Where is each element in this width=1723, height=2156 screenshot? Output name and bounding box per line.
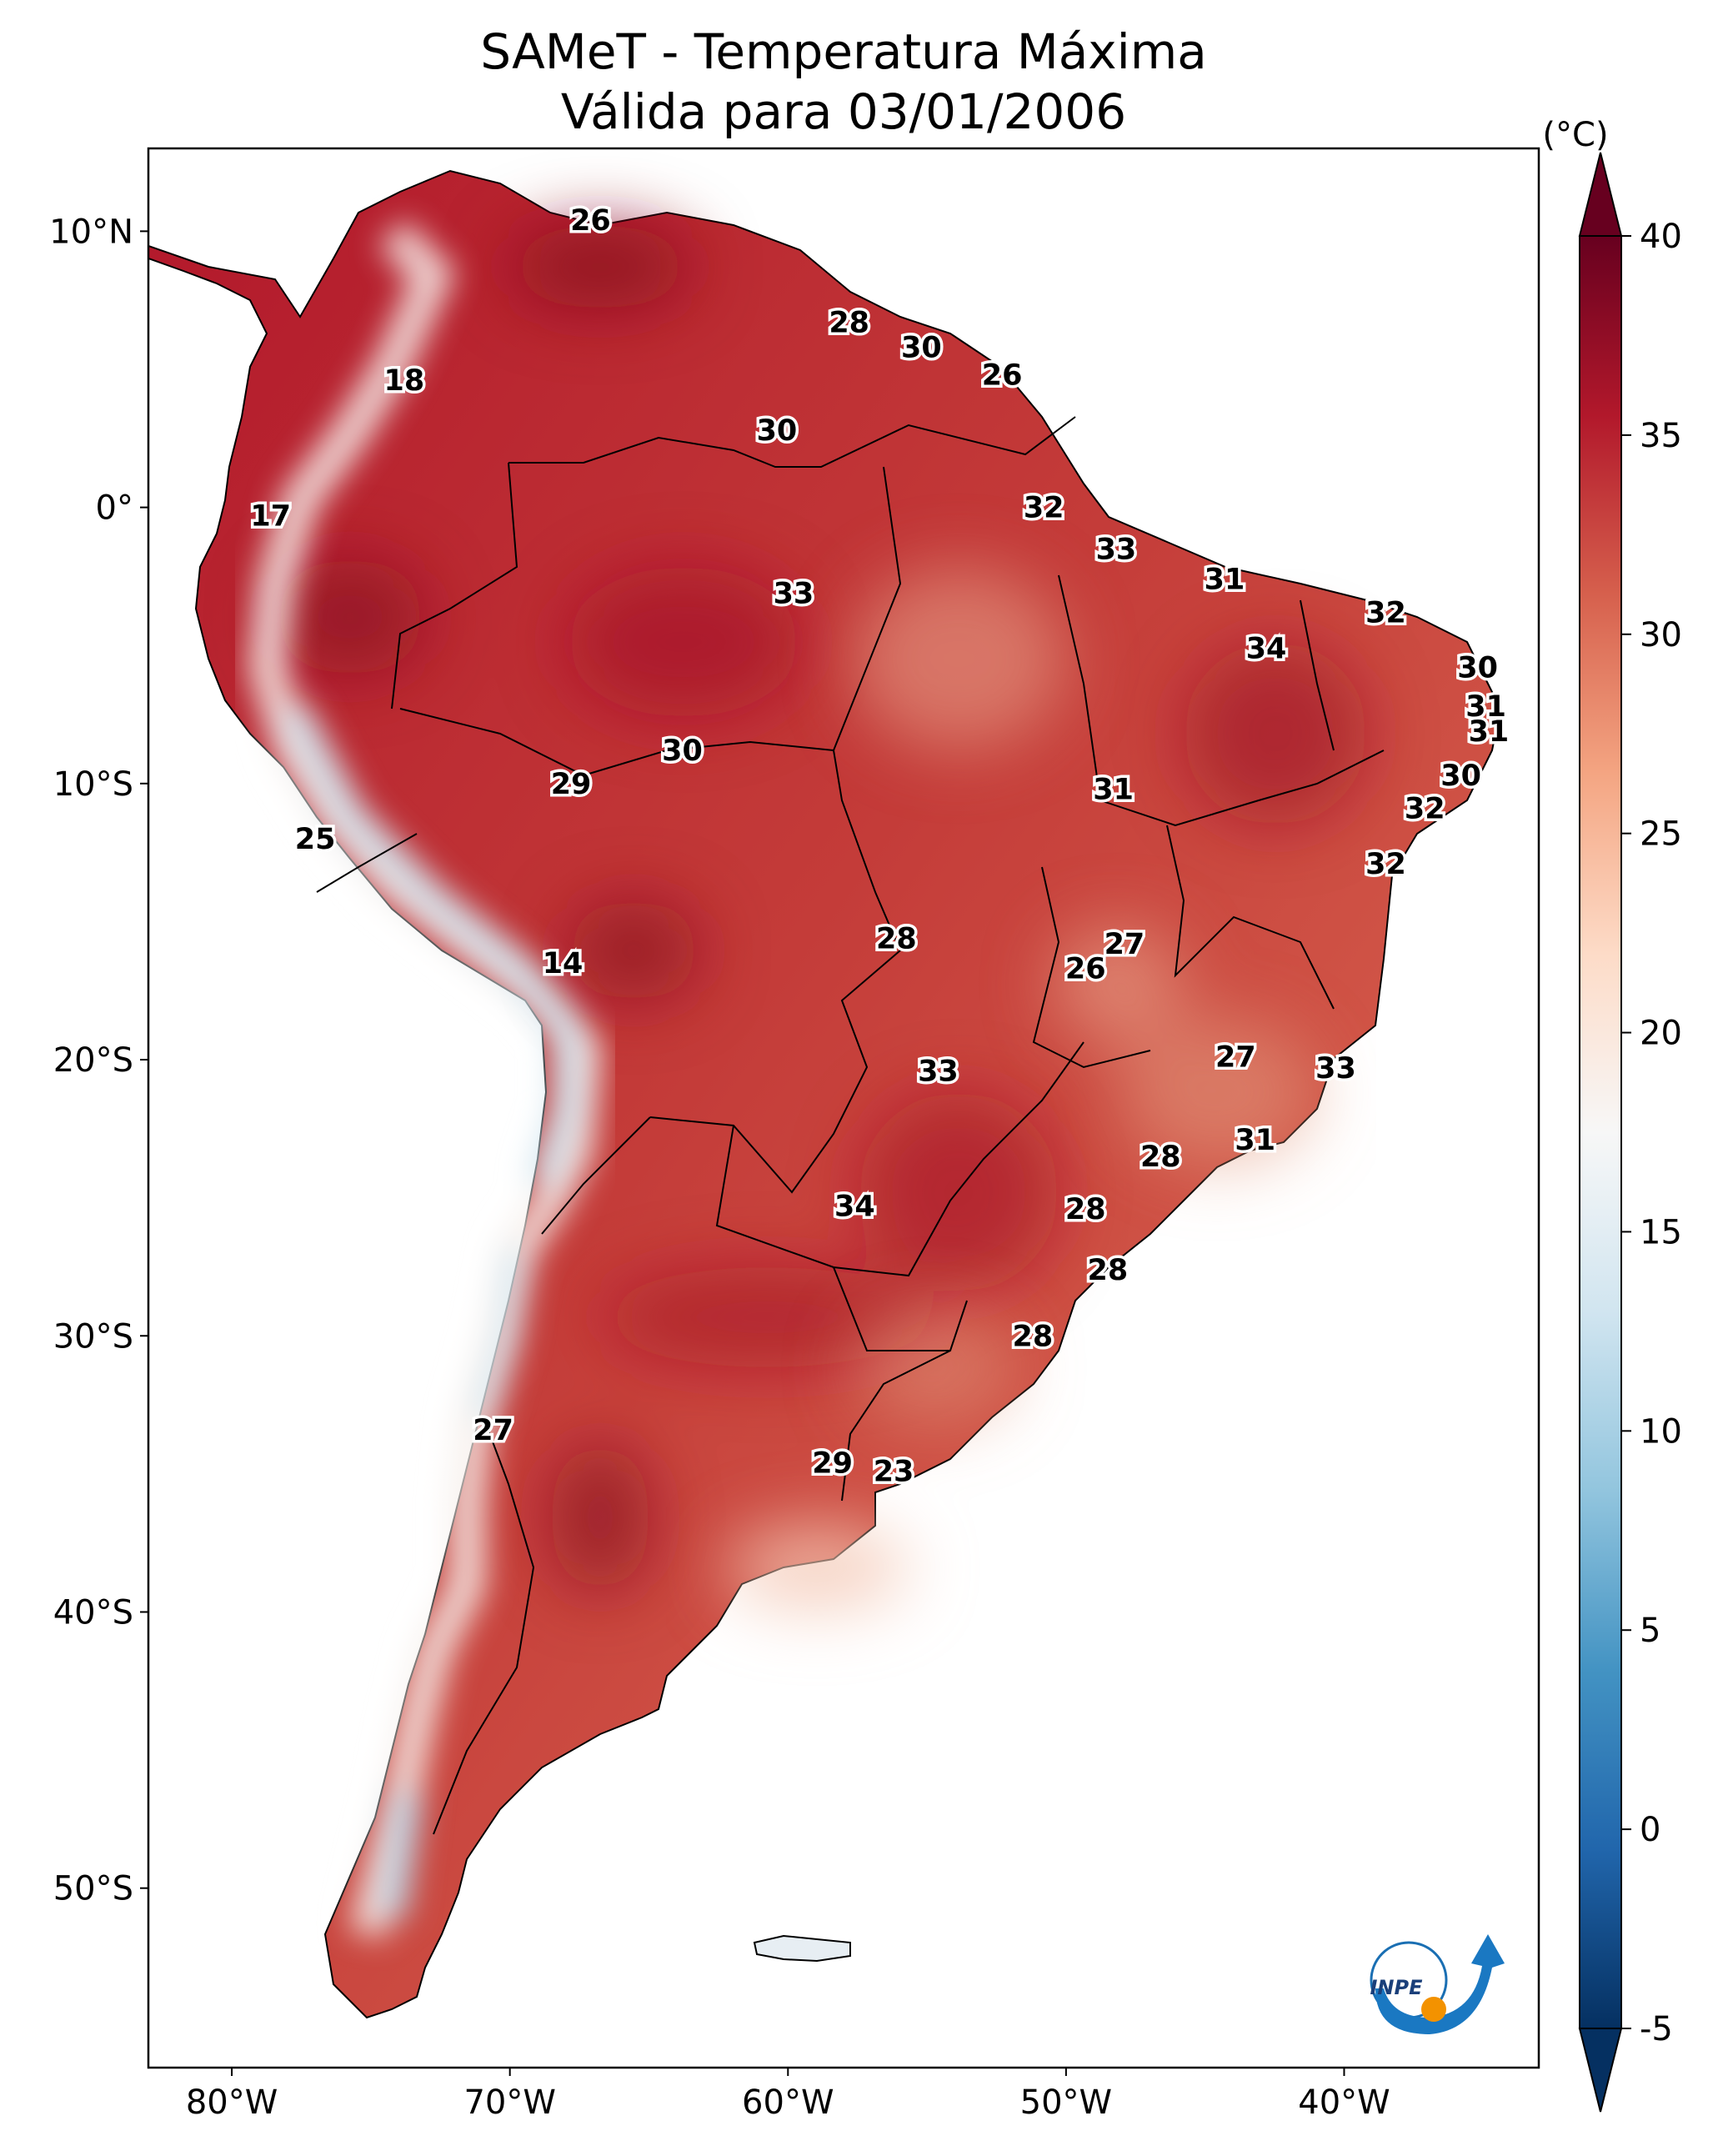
city-temperature-label: 33: [1096, 533, 1137, 566]
colorbar-tick-label: 40: [1640, 218, 1682, 256]
lat-tick-label: 30°S: [53, 1317, 133, 1356]
city-temperature-label: 31: [1093, 773, 1134, 806]
mild-highlands: [725, 567, 1317, 1609]
city-temperature-label: 17: [250, 500, 291, 534]
city-temperature-label: 31: [1469, 715, 1510, 749]
colorbar-tick-label: -5: [1640, 2010, 1673, 2048]
lon-tick-label: 60°W: [742, 2083, 834, 2122]
colorbar-tick-label: 0: [1640, 1811, 1660, 1849]
city-temperature-label: 28: [876, 922, 917, 955]
lat-tick-label: 50°S: [53, 1870, 133, 1908]
colorbar-tick-label: 5: [1640, 1612, 1660, 1650]
colorbar-tick-label: 20: [1640, 1015, 1682, 1053]
colorbar-min-extend: [1578, 2028, 1623, 2113]
longitude-axis: 80°W 70°W 60°W 50°W 40°W: [186, 2068, 1390, 2122]
colorbar-tick-label: 25: [1640, 815, 1682, 854]
city-temperature-label: 34: [1246, 633, 1287, 666]
city-temperature-label: 32: [1365, 848, 1406, 881]
map-frame: [147, 147, 1540, 2069]
city-temperature-label: 30: [901, 331, 942, 364]
lon-tick-label: 80°W: [186, 2083, 278, 2122]
city-temperature-label: 30: [1457, 652, 1498, 685]
city-temperature-label: 30: [662, 735, 703, 768]
city-temperature-label: 14: [543, 947, 584, 980]
city-temperature-label: 28: [1012, 1320, 1053, 1353]
inpe-logo-text: INPE: [1370, 1976, 1424, 1999]
lat-tick-label: 20°S: [53, 1041, 133, 1080]
city-temperature-label: 26: [982, 359, 1023, 393]
city-temperature-label: 26: [570, 204, 611, 238]
city-temperature-label: 30: [757, 414, 798, 448]
city-temperature-label: 34: [834, 1191, 875, 1224]
map-title: SAMeT - Temperatura Máxima: [480, 23, 1207, 80]
city-temperature-label: 31: [1235, 1124, 1275, 1157]
latitude-axis: 10°N 0° 10°S 20°S 30°S 40°S 50°S: [49, 213, 148, 1908]
city-temperature-label: 30: [1440, 760, 1481, 793]
city-temperature-label: 27: [1215, 1041, 1256, 1075]
city-temperature-label: 25: [295, 823, 336, 856]
colorbar-ticks: 40 35 30 25 20 15 10 5 0 -5: [1621, 218, 1682, 2048]
city-temperature-label: 29: [812, 1447, 853, 1481]
colorbar-gradient: [1580, 236, 1621, 2028]
city-temperature-label: 32: [1405, 793, 1445, 826]
city-temperature-label: 32: [1024, 492, 1064, 525]
country-borders: [316, 416, 1385, 1835]
city-temperature-label: 18: [384, 364, 425, 398]
city-temperature-label: 28: [1088, 1254, 1129, 1287]
city-temperature-label: 33: [774, 577, 814, 610]
colorbar-max-extend: [1578, 152, 1623, 237]
city-temperature-label: 28: [1140, 1141, 1181, 1174]
city-temperature-label: 32: [1365, 596, 1406, 629]
lat-tick-label: 40°S: [53, 1593, 133, 1632]
city-temperature-label: 27: [1104, 928, 1145, 961]
city-temperature-label: 23: [874, 1456, 914, 1489]
colorbar-tick-label: 35: [1640, 417, 1682, 455]
colorbar-tick-label: 15: [1640, 1213, 1682, 1251]
city-temperature-label: 33: [1315, 1052, 1356, 1086]
inpe-logo: INPE: [1370, 1934, 1505, 2034]
city-temperature-label: 31: [1205, 564, 1245, 597]
city-temperature-label: 28: [1065, 1193, 1106, 1226]
colorbar-unit-label: (°C): [1542, 116, 1608, 154]
colorbar-tick-label: 30: [1640, 616, 1682, 654]
colorbar: (°C) 40 35 30 25 20 15 10 5 0 -5: [1542, 116, 1682, 2113]
colorbar-tick-label: 10: [1640, 1412, 1682, 1451]
lon-tick-label: 70°W: [463, 2083, 555, 2122]
city-temperature-label: 28: [829, 307, 869, 340]
map-subtitle: Válida para 03/01/2006: [560, 83, 1127, 140]
lat-tick-label: 10°N: [49, 213, 133, 251]
lon-tick-label: 50°W: [1020, 2083, 1112, 2122]
city-temperature-label: 31: [1465, 690, 1506, 724]
lon-tick-label: 40°W: [1298, 2083, 1390, 2122]
city-temperature-label: 27: [473, 1414, 513, 1447]
falkland-islands: [753, 1934, 851, 1963]
hot-cores: [275, 225, 1367, 1592]
inpe-dot-icon: [1421, 1997, 1446, 2022]
temperature-field: [148, 148, 1539, 2068]
lat-tick-label: 10°S: [53, 765, 133, 804]
lat-tick-label: 0°: [96, 489, 133, 528]
inpe-arrow-icon: [1375, 1934, 1505, 2034]
city-temperature-label: 26: [1065, 953, 1106, 986]
city-temperature-label: 33: [918, 1055, 959, 1088]
city-temperature-label: 29: [551, 768, 592, 801]
andes-cool-band: [248, 220, 604, 1939]
